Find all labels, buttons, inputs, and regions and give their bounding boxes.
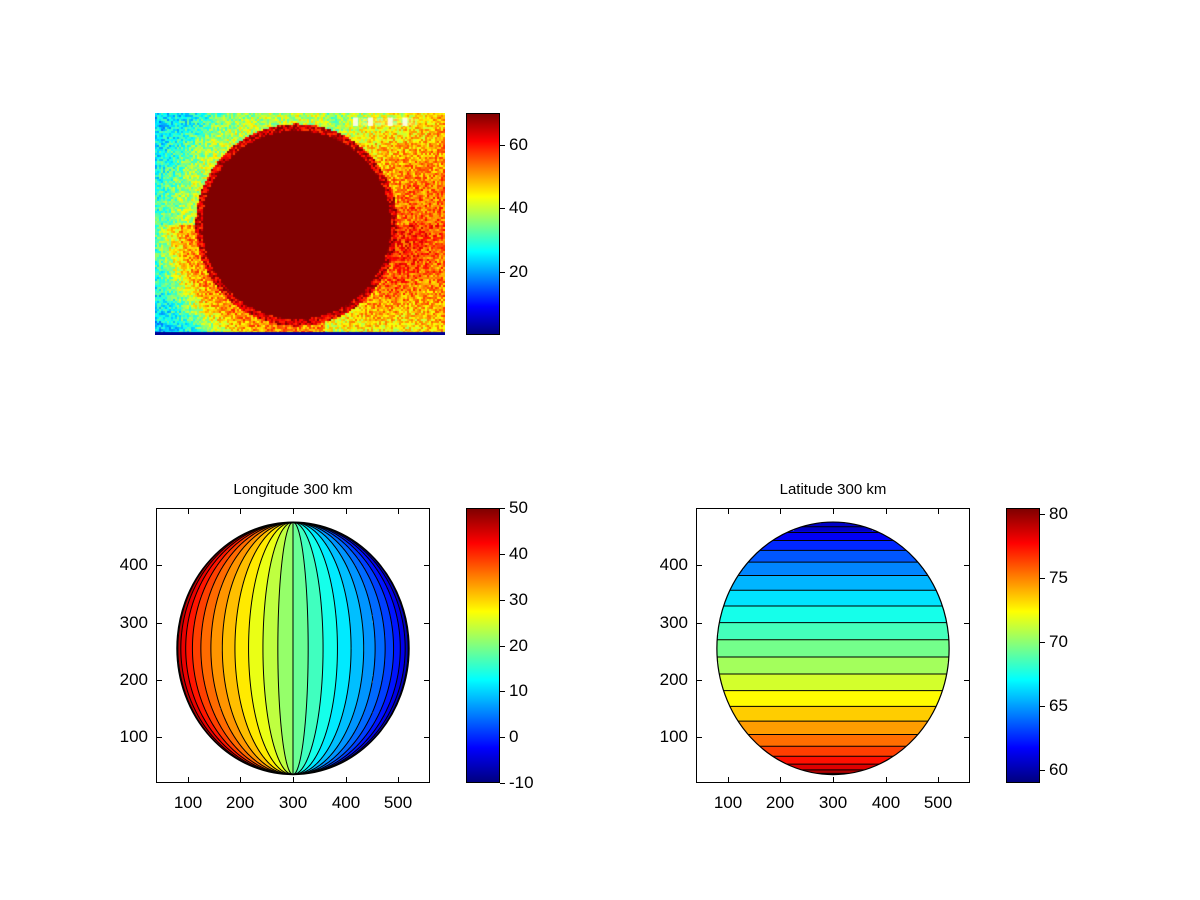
x-tickmark [188,777,189,783]
longitude-contour-svg [176,521,410,776]
colorbar-tickmark [1040,642,1045,643]
x-tickmark [240,777,241,783]
colorbar-tickmark [500,737,505,738]
colorbar-tickmark [1040,578,1045,579]
longitude-axes [156,508,430,783]
x-tick-label: 300 [278,793,308,812]
x-tick-label: 100 [713,793,743,812]
colorbar-tick-label: 60 [509,135,528,154]
latitude-contour-svg [716,521,950,776]
y-tickmark [156,623,162,624]
thermal-disk-canvas [155,113,445,335]
colorbar-tick-label: 20 [509,636,528,655]
colorbar-tick-label: 40 [509,198,528,217]
colorbar-tickmark [500,600,505,601]
colorbar-tick-label: 30 [509,590,528,609]
x-tick-label: 200 [765,793,795,812]
x-tick-label: 500 [383,793,413,812]
y-tick-label: 200 [119,670,148,689]
colorbar-tickmark [500,208,505,209]
x-tickmark-top [833,508,834,514]
x-tick-label: 500 [923,793,953,812]
y-tickmark [156,680,162,681]
y-tick-label: 100 [659,727,688,746]
longitude-panel-title: Longitude 300 km [233,481,353,498]
y-tick-label: 300 [659,613,688,632]
x-tickmark-top [188,508,189,514]
colorbar-tickmark [500,646,505,647]
y-tickmark [696,623,702,624]
y-tickmark [696,680,702,681]
colorbar-tick-label: 70 [1049,632,1068,651]
y-tick-label: 400 [659,555,688,574]
y-tickmark [696,565,702,566]
colorbar-tick-label: 10 [509,681,528,700]
x-tickmark [886,777,887,783]
colorbar-tick-label: 65 [1049,696,1068,715]
x-tick-label: 400 [871,793,901,812]
colorbar-tick-label: 20 [509,262,528,281]
colorbar-tickmark [1040,706,1045,707]
y-tick-label: 400 [119,555,148,574]
colorbar-tickmark [500,272,505,273]
y-tickmark-right [424,623,430,624]
colorbar-tickmark [500,783,505,784]
y-tickmark-right [424,565,430,566]
latitude-axes [696,508,970,783]
y-tickmark [156,737,162,738]
x-tick-label: 300 [818,793,848,812]
x-tickmark [938,777,939,783]
x-tickmark [398,777,399,783]
x-tickmark-top [938,508,939,514]
y-tickmark-right [964,623,970,624]
y-tickmark-right [424,737,430,738]
latitude-panel-title: Latitude 300 km [779,481,887,498]
y-tickmark [696,737,702,738]
colorbar-tickmark [500,554,505,555]
y-tick-label: 100 [119,727,148,746]
colorbar-tick-label: -10 [509,773,534,792]
colorbar-tickmark [1040,770,1045,771]
y-tickmark-right [964,565,970,566]
x-tick-label: 100 [173,793,203,812]
colorbar-tick-label: 60 [1049,760,1068,779]
colorbar-tick-label: 50 [509,498,528,517]
x-tickmark-top [398,508,399,514]
colorbar-tickmark [1040,514,1045,515]
x-tick-label: 400 [331,793,361,812]
colorbar-tick-label: 75 [1049,568,1068,587]
x-tickmark [833,777,834,783]
x-tickmark [728,777,729,783]
x-tickmark-top [886,508,887,514]
thermal-disk-colorbar [466,113,500,335]
x-tickmark-top [780,508,781,514]
y-tick-label: 300 [119,613,148,632]
x-tickmark [346,777,347,783]
x-tickmark-top [728,508,729,514]
x-tickmark-top [240,508,241,514]
colorbar-tick-label: 0 [509,727,519,746]
colorbar-tick-label: 80 [1049,504,1068,523]
x-tickmark-top [293,508,294,514]
thermal-disk-image [155,113,445,335]
y-tickmark-right [424,680,430,681]
x-tickmark [780,777,781,783]
y-tickmark-right [964,737,970,738]
x-tick-label: 200 [225,793,255,812]
colorbar-tick-label: 40 [509,544,528,563]
x-tickmark [293,777,294,783]
y-tick-label: 200 [659,670,688,689]
latitude-colorbar [1006,508,1040,783]
y-tickmark [156,565,162,566]
colorbar-tickmark [500,508,505,509]
longitude-colorbar [466,508,500,783]
colorbar-tickmark [500,145,505,146]
colorbar-tickmark [500,691,505,692]
y-tickmark-right [964,680,970,681]
x-tickmark-top [346,508,347,514]
